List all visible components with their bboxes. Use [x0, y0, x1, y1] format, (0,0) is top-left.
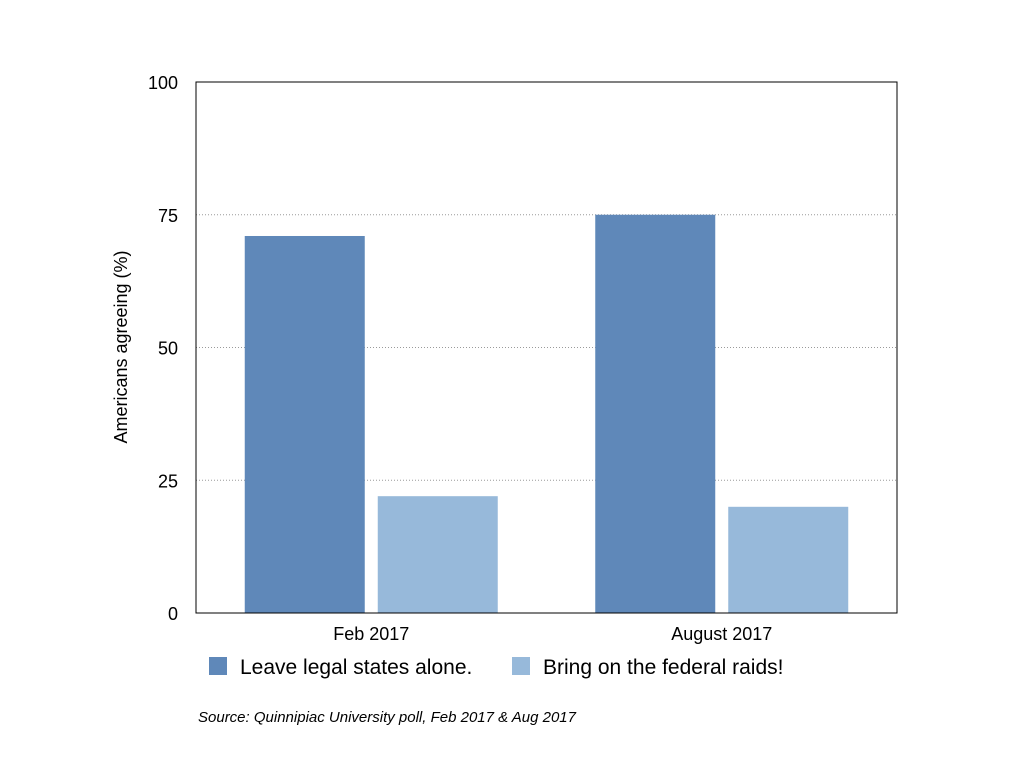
x-tick-label: Feb 2017: [333, 624, 409, 644]
legend-swatch: [512, 657, 530, 675]
legend-label: Leave legal states alone.: [240, 656, 472, 679]
x-tick-label: August 2017: [671, 624, 772, 644]
bar-leave-alone-0: [244, 235, 365, 614]
y-tick-label: 25: [158, 471, 178, 491]
bar-federal-raids-1: [728, 506, 849, 613]
legend: Leave legal states alone. Bring on the fe…: [209, 656, 783, 679]
bar-federal-raids-0: [377, 496, 498, 613]
legend-swatch: [209, 657, 227, 675]
y-tick-label: 75: [158, 206, 178, 226]
y-tick-label: 100: [148, 73, 178, 93]
source-note: Source: Quinnipiac University poll, Feb …: [198, 709, 577, 726]
y-tick-label: 0: [168, 604, 178, 624]
y-axis-ticks: 0 25 50 75 100: [148, 73, 178, 624]
legend-label: Bring on the federal raids!: [543, 656, 783, 679]
x-axis-ticks: Feb 2017 August 2017: [333, 624, 772, 644]
y-tick-label: 50: [158, 339, 178, 359]
bars: [244, 214, 849, 614]
y-axis-label: Americans agreeing (%): [111, 250, 131, 443]
plot-frame: [195, 81, 898, 614]
bar-leave-alone-1: [595, 214, 716, 613]
